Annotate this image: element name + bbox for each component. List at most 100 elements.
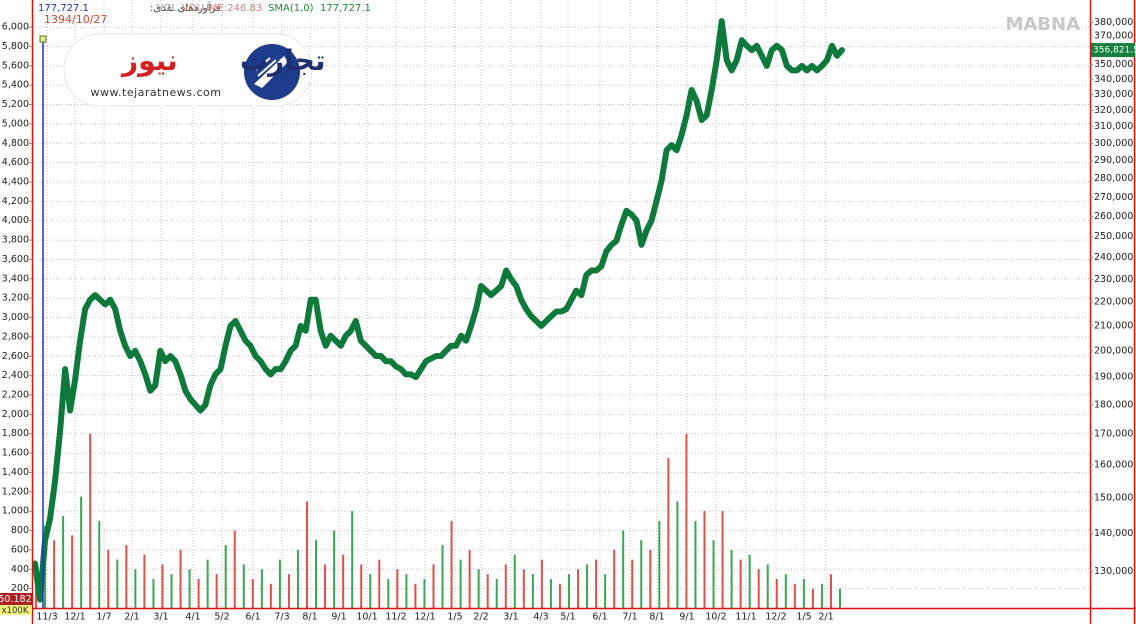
logo-name-2: نیوز <box>120 44 178 77</box>
volume-bar <box>694 520 697 608</box>
x-tick-label: 9/1 <box>679 612 694 623</box>
volume-bar <box>360 564 363 608</box>
x-tick-label: 1/5 <box>447 612 462 623</box>
volume-bar <box>495 578 498 608</box>
volume-bar <box>260 569 263 608</box>
y-tick-label: 3,600 <box>2 254 29 265</box>
y2-tick-label: 230,000 <box>1094 274 1133 285</box>
x-tick-label: 11/1 <box>735 612 756 623</box>
logo-arrow <box>254 56 288 88</box>
y2-tick-label: 250,000 <box>1094 231 1133 242</box>
volume-bar <box>477 569 480 608</box>
volume-bar <box>811 588 814 608</box>
cursor-handle <box>39 35 47 43</box>
x-tick-label: 3/1 <box>503 612 518 623</box>
volume-bar <box>793 583 796 608</box>
volume-bar <box>62 516 65 608</box>
x-tick-label: 2/2 <box>473 612 488 623</box>
header-last: 177,727.1 <box>38 3 89 14</box>
volume-bar <box>450 520 453 608</box>
x-tick-label: 12/2 <box>765 612 786 623</box>
volume-bar <box>224 545 227 608</box>
y2-tick-label: 180,000 <box>1094 399 1133 410</box>
volume-bar <box>522 569 525 608</box>
y2-tick-label: 370,000 <box>1094 31 1133 42</box>
x-tick-label: 1/7 <box>96 612 111 623</box>
volume-bar <box>667 457 670 608</box>
x-tick-label: 8/1 <box>649 612 664 623</box>
y-tick-label: 5,800 <box>2 41 29 52</box>
x-tick-label: 2/1 <box>124 612 139 623</box>
volume-unit-label: x100K <box>2 606 29 616</box>
y2-tick-label: 290,000 <box>1094 155 1133 166</box>
x-tick-label: 8/1 <box>302 612 317 623</box>
volume-bar <box>486 574 489 608</box>
volume-bar <box>98 520 101 608</box>
header-sma: SMA(1,0) <box>268 3 314 14</box>
volume-bar <box>658 520 661 608</box>
volume-bar <box>540 559 543 608</box>
volume-bar <box>577 569 580 608</box>
y-tick-label: 5,400 <box>2 80 29 91</box>
volume-bar <box>161 564 164 608</box>
y2-tick-label: 150,000 <box>1094 493 1133 504</box>
y-tick-label: 1,800 <box>2 428 29 439</box>
volume-bar <box>423 578 426 608</box>
volume-bar <box>242 564 245 608</box>
volume-bar <box>640 540 643 608</box>
y2-tick-label: 320,000 <box>1094 105 1133 116</box>
x-tick-label: 2/1 <box>818 612 833 623</box>
volume-bar <box>396 569 399 608</box>
last-value-box <box>1091 43 1135 58</box>
y2-tick-label: 270,000 <box>1094 192 1133 203</box>
volume-bar <box>233 530 236 608</box>
y2-tick-label: 130,000 <box>1094 566 1133 577</box>
volume-bar <box>152 578 155 608</box>
volume-bar <box>134 569 137 608</box>
y2-tick-label: 340,000 <box>1094 74 1133 85</box>
volume-bar <box>369 574 372 608</box>
y-tick-label: 2,000 <box>2 409 29 420</box>
volume-bar <box>748 554 751 608</box>
volume-bar <box>432 564 435 608</box>
y-tick-label: 6,000 <box>2 22 29 33</box>
y2-tick-label: 280,000 <box>1094 173 1133 184</box>
last-value-label: 356,821.5 <box>1093 46 1136 56</box>
y2-tick-label: 330,000 <box>1094 89 1133 100</box>
y-tick-label: 2,200 <box>2 390 29 401</box>
volume-bar <box>586 564 589 608</box>
y-tick-label: 3,400 <box>2 273 29 284</box>
volume-bar <box>351 511 354 608</box>
volume-bar <box>116 559 119 608</box>
header-volume: VOLUME:246.83 <box>182 3 262 14</box>
x-tick-label: 11/3 <box>36 612 57 623</box>
volume-bar <box>703 511 706 608</box>
logo-url: www.tejaratnews.com <box>91 86 222 99</box>
cursor-date: 1394/10/27 <box>44 13 107 26</box>
volume-bar <box>775 578 778 608</box>
volume-bar <box>315 540 318 608</box>
y-tick-label: 5,000 <box>2 118 29 129</box>
y2-tick-label: 190,000 <box>1094 372 1133 383</box>
volume-bar <box>287 574 290 608</box>
x-tick-label: 7/1 <box>622 612 637 623</box>
volume-value-box <box>0 593 32 605</box>
y-tick-label: 5,600 <box>2 60 29 71</box>
y-tick-label: 1,000 <box>2 506 29 517</box>
logo-stripes <box>255 57 277 77</box>
volume-bar <box>558 583 561 608</box>
volume-bar <box>604 574 607 608</box>
y-tick-label: 5,200 <box>2 99 29 110</box>
y-tick-label: 2,600 <box>2 351 29 362</box>
volume-bar <box>342 554 345 608</box>
volume-bar <box>595 559 598 608</box>
volume-bar <box>531 574 534 608</box>
volume-bar <box>197 578 200 608</box>
x-tick-label: 6/1 <box>592 612 607 623</box>
y-tick-label: 4,200 <box>2 196 29 207</box>
x-tick-label: 7/3 <box>274 612 289 623</box>
y-tick-label: 200 <box>11 583 29 594</box>
y2-tick-label: 260,000 <box>1094 211 1133 222</box>
x-tick-label: 9/1 <box>331 612 346 623</box>
logo-name-1: تجارت <box>240 44 325 77</box>
